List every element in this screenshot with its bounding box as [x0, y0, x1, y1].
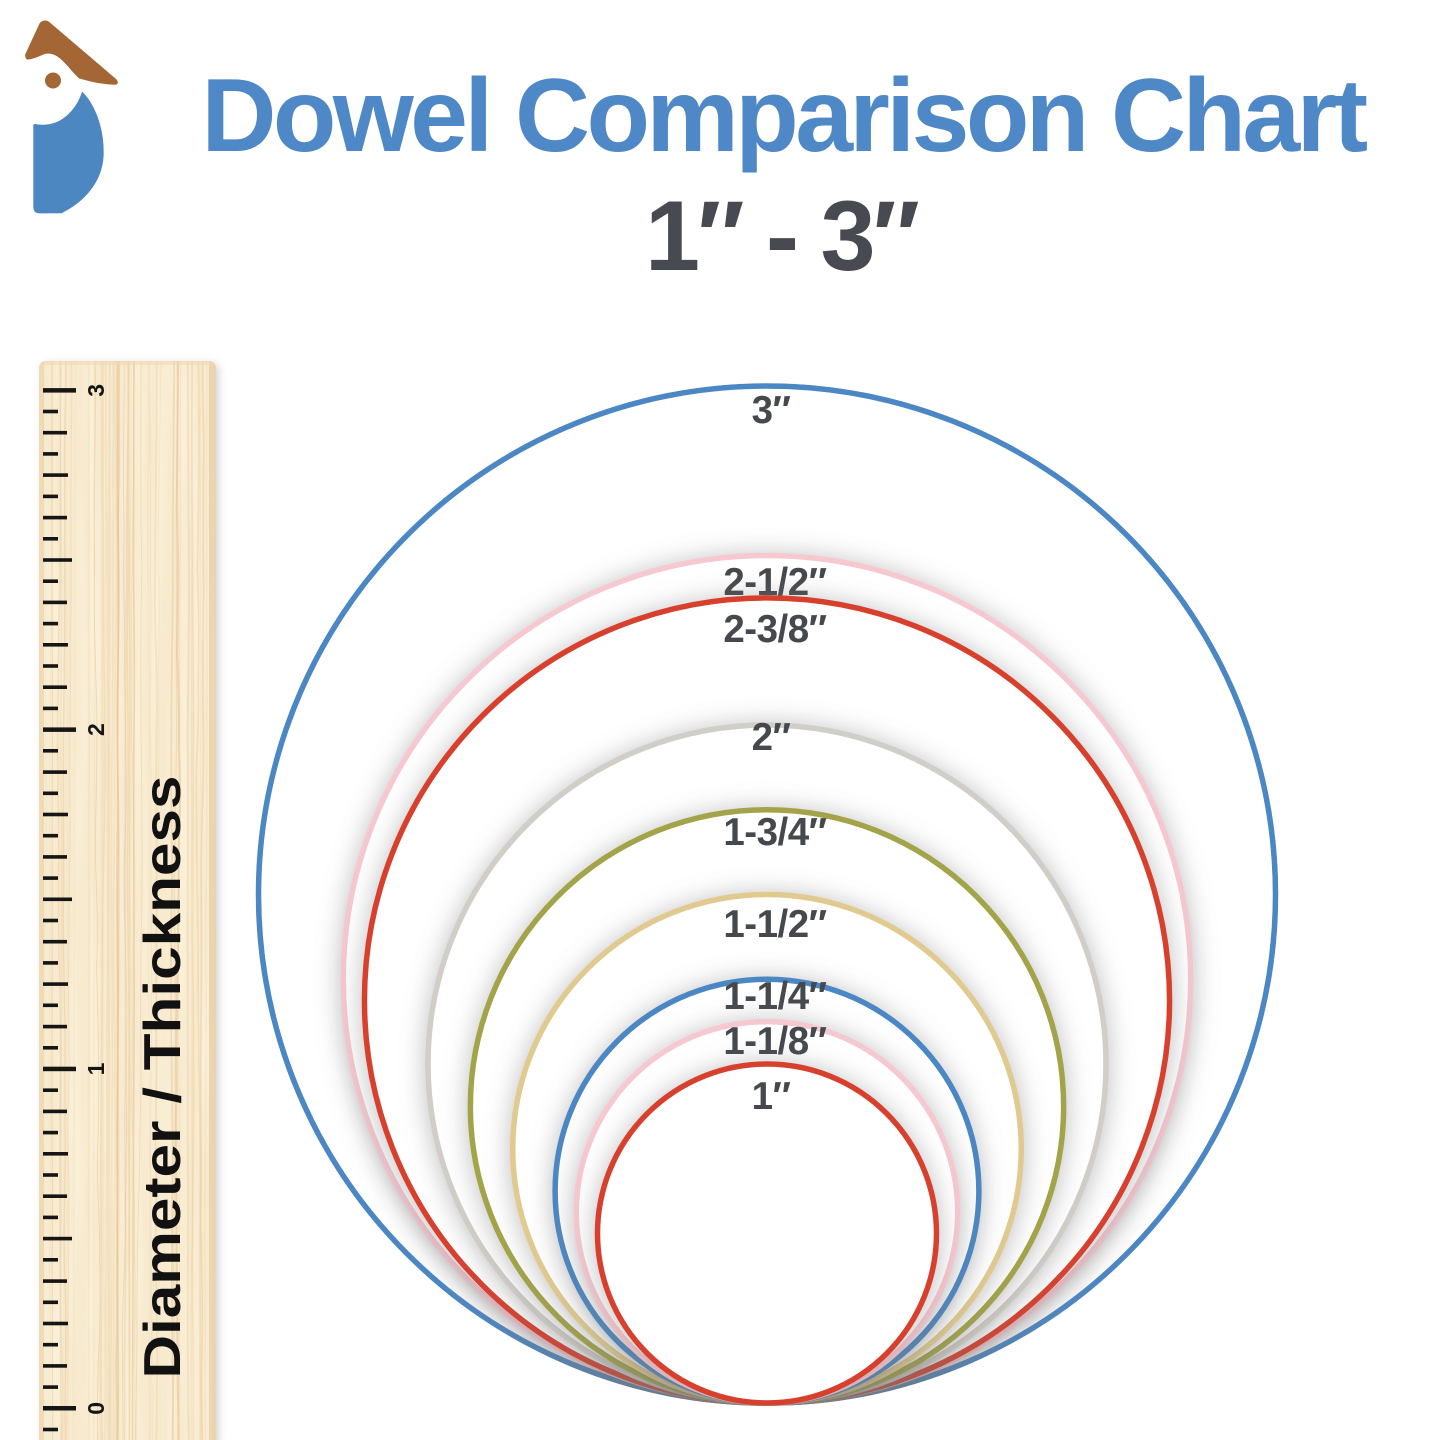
- svg-text:3″: 3″: [752, 389, 791, 432]
- svg-text:0: 0: [83, 1402, 109, 1415]
- svg-text:2: 2: [83, 723, 109, 736]
- svg-text:1-1/4″: 1-1/4″: [723, 975, 826, 1018]
- svg-text:1-3/4″: 1-3/4″: [723, 811, 826, 854]
- svg-text:1: 1: [83, 1062, 109, 1075]
- svg-text:1-1/2″: 1-1/2″: [723, 903, 826, 946]
- svg-text:2-3/8″: 2-3/8″: [723, 608, 826, 651]
- svg-text:2″: 2″: [752, 716, 791, 759]
- svg-text:3: 3: [83, 384, 109, 397]
- svg-text:1″: 1″: [752, 1075, 791, 1118]
- svg-text:1-1/8″: 1-1/8″: [723, 1020, 826, 1063]
- svg-text:Diameter / Thickness: Diameter / Thickness: [134, 776, 192, 1379]
